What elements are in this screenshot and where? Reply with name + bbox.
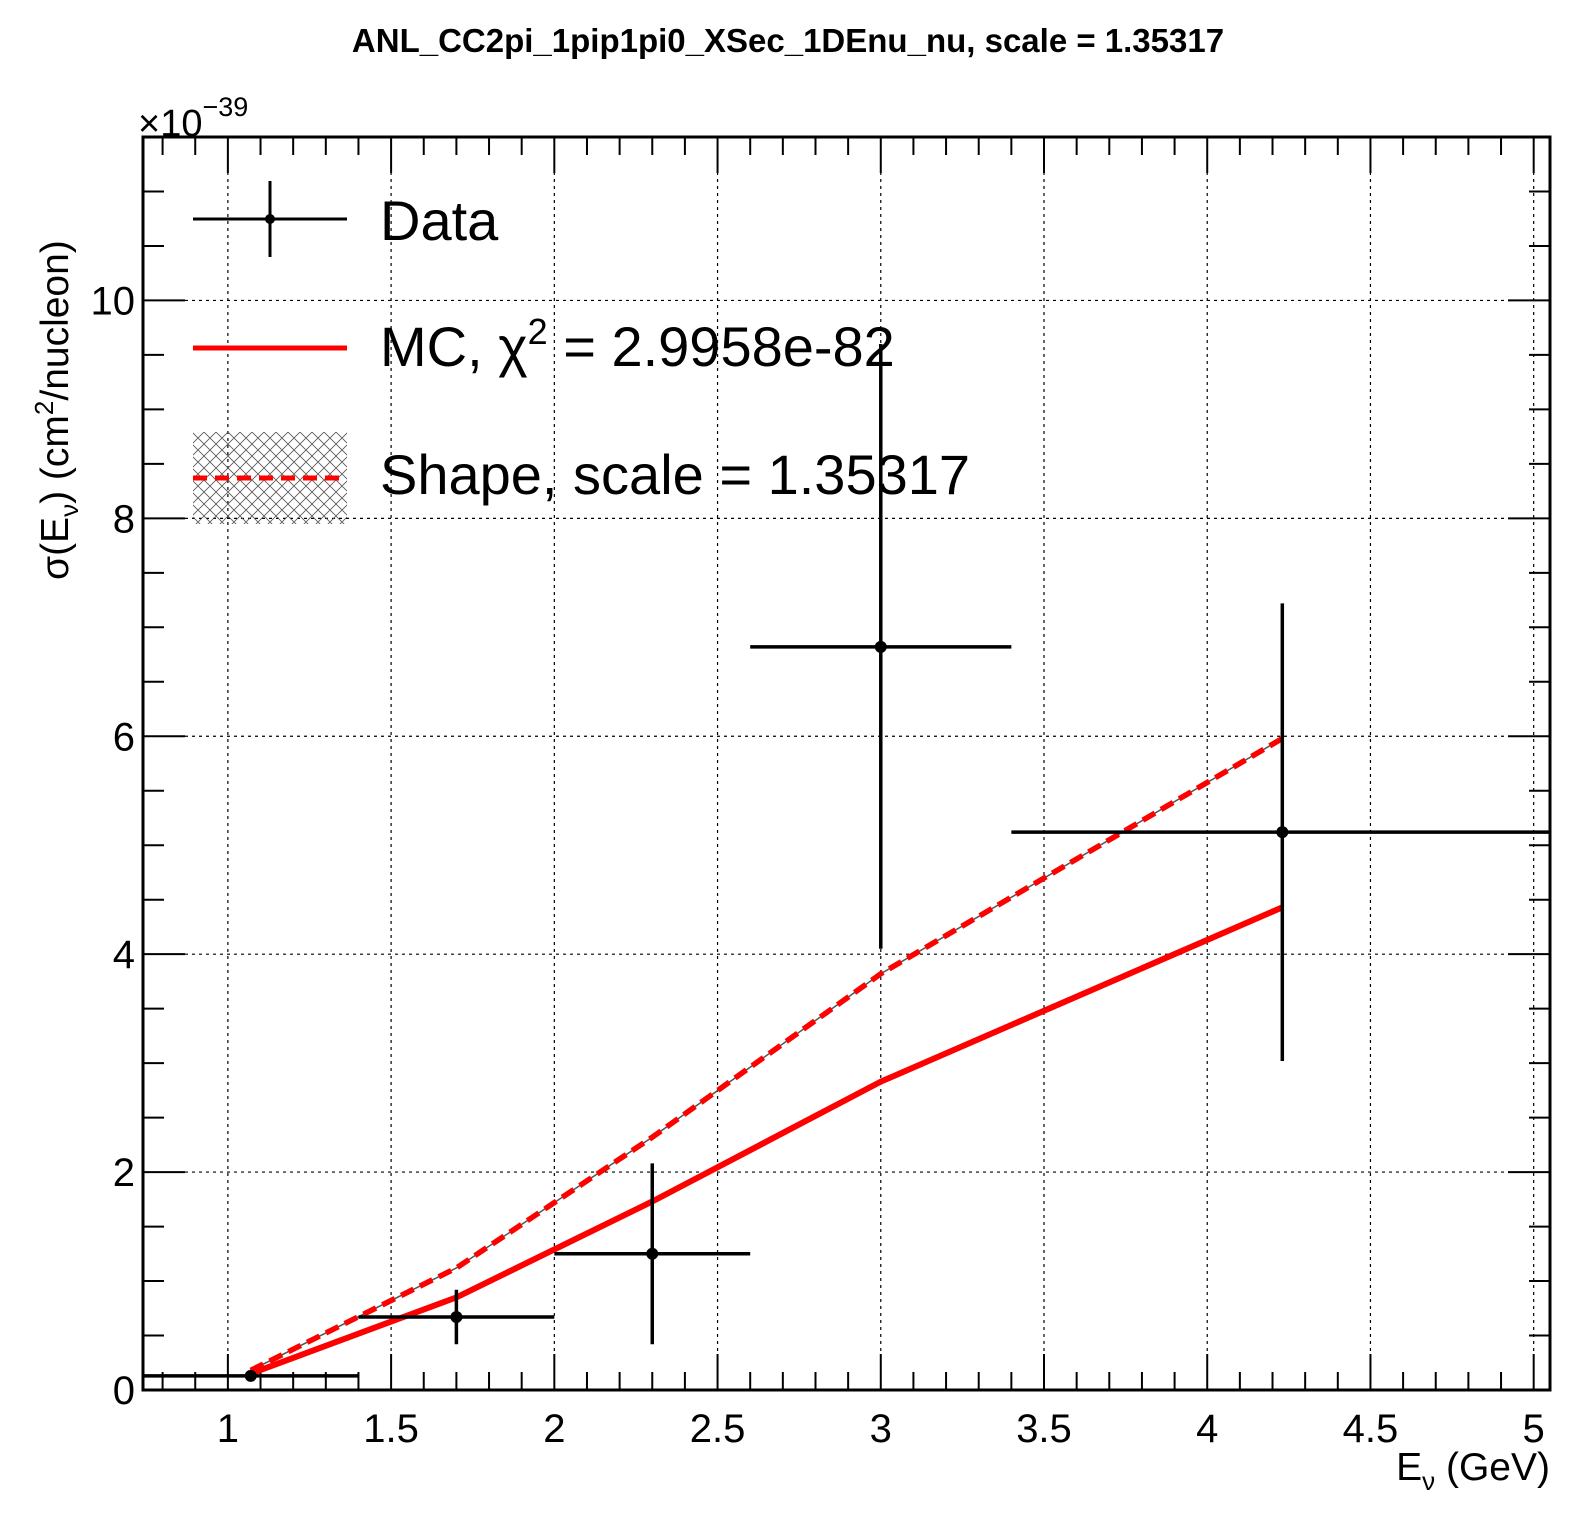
y-multiplier: ×10−39 [138,92,248,145]
series-data [143,344,1550,1382]
y-tick-label: 6 [113,715,135,759]
x-tick-label: 2.5 [690,1407,746,1451]
grid [143,137,1550,1390]
y-tick-label: 2 [113,1151,135,1195]
data-point [450,1310,463,1323]
x-tick-label: 1.5 [363,1407,419,1451]
x-tick-label: 2 [543,1407,565,1451]
x-axis-label: Eν (GeV) [1396,1446,1550,1496]
y-tick-label: 0 [113,1369,135,1413]
series-shape [249,736,1284,1373]
legend-data-label: Data [380,189,499,252]
legend-data-symbol [193,181,347,257]
x-tick-label: 4.5 [1343,1407,1399,1451]
plot-frame [141,135,1552,1392]
x-tick-label: 4 [1196,1407,1218,1451]
x-tick-label: 3 [870,1407,892,1451]
y-tick-label: 4 [113,933,135,977]
data-point [646,1247,659,1260]
axis-ticks [143,137,1550,1391]
chart-title: ANL_CC2pi_1pip1pi0_XSec_1DEnu_nu, scale … [352,22,1224,59]
data-point [1276,826,1289,839]
y-tick-label: 10 [91,279,136,323]
data-point [874,640,887,653]
legend-shape-symbol [193,432,347,524]
x-tick-label: 3.5 [1016,1407,1072,1451]
x-tick-labels: 1 1.5 2 2.5 3 3.5 4 4.5 5 [217,1407,1545,1451]
legend-mc-label: MC, χ2 = 2.9958e-82 [380,311,895,378]
x-tick-label: 5 [1523,1407,1545,1451]
y-tick-labels: 0 2 4 6 8 10 [91,279,136,1413]
data-point [244,1369,257,1382]
legend: Data MC, χ2 = 2.9958e-82 Shape, scale = … [193,181,970,524]
shape-line [249,736,1284,1373]
y-tick-label: 8 [113,497,135,541]
legend-shape-label: Shape, scale = 1.35317 [380,443,970,506]
x-tick-label: 1 [217,1407,239,1451]
y-axis-label: σ(Eν) (cm2/nucleon) [29,240,84,580]
